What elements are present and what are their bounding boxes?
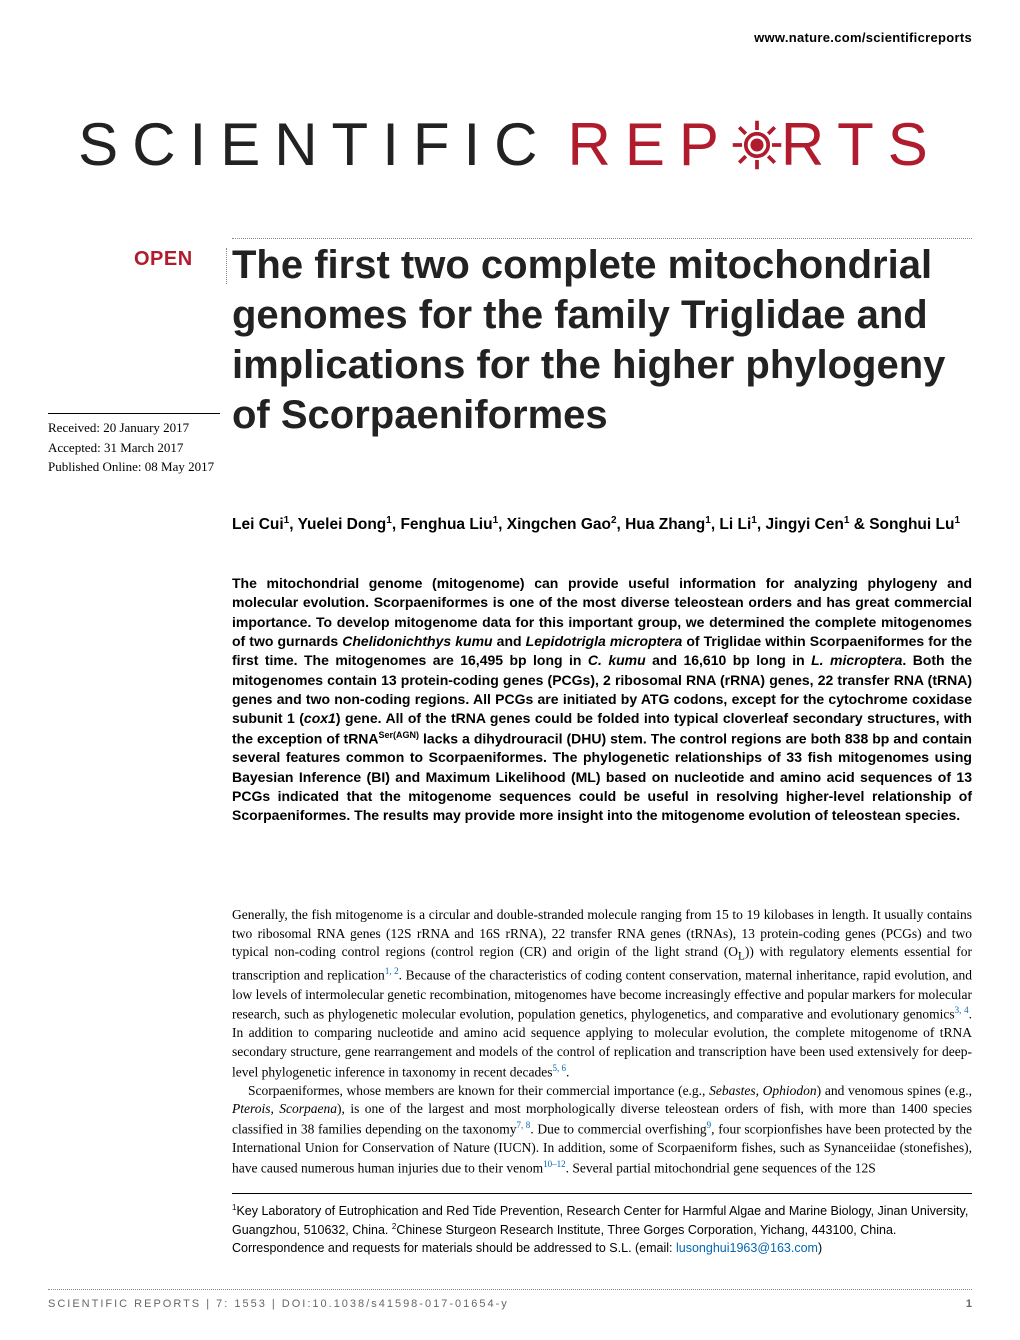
accepted-date: Accepted: 31 March 2017 (48, 438, 220, 458)
header-website-link[interactable]: www.nature.com/scientificreports (754, 30, 972, 45)
body-paragraph-1: Generally, the fish mitogenome is a circ… (232, 906, 972, 1082)
open-access-badge: OPEN (134, 248, 193, 271)
publication-dates: Received: 20 January 2017 Accepted: 31 M… (48, 413, 220, 477)
received-date: Received: 20 January 2017 (48, 418, 220, 438)
abstract-text: The mitochondrial genome (mitogenome) ca… (232, 574, 972, 826)
published-date: Published Online: 08 May 2017 (48, 457, 220, 477)
body-text: Generally, the fish mitogenome is a circ… (232, 906, 972, 1178)
author-list: Lei Cui1, Yuelei Dong1, Fenghua Liu1, Xi… (232, 514, 972, 537)
page-footer: SCIENTIFIC REPORTS | 7: 1553 | DOI:10.10… (48, 1289, 972, 1310)
divider-top (232, 238, 972, 239)
journal-logo: SCIENTIFIC REP RTS (48, 110, 972, 179)
gear-icon (729, 117, 785, 173)
logo-left-text: SCIENTIFIC (78, 110, 551, 179)
logo-right-text: REP RTS (568, 110, 942, 179)
footer-citation: SCIENTIFIC REPORTS | 7: 1553 | DOI:10.10… (48, 1298, 509, 1310)
page-number: 1 (966, 1298, 972, 1310)
vertical-divider (226, 248, 227, 284)
affiliation-footnotes: 1Key Laboratory of Eutrophication and Re… (232, 1193, 972, 1258)
article-title: The first two complete mitochondrial gen… (232, 240, 972, 440)
body-paragraph-2: Scorpaeniformes, whose members are known… (232, 1082, 972, 1178)
